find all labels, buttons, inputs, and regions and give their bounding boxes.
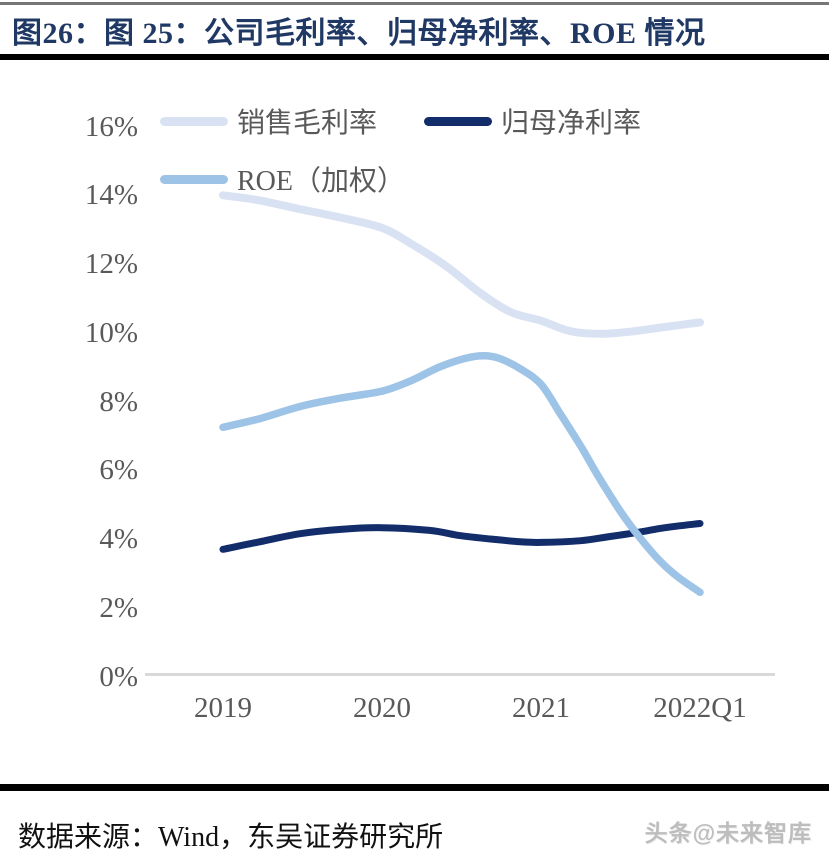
y-tick-label: 14% [84,179,138,212]
y-tick-label: 12% [84,248,138,280]
legend-item-gross-margin: 销售毛利率 [160,103,377,139]
legend-label-net-margin: 归母净利率 [501,108,642,139]
x-tick-label: 2020 [353,692,411,724]
title-divider [0,54,829,60]
data-source: 数据来源：Wind，东吴证券研究所 [18,822,444,853]
series-line-net-margin [219,520,704,553]
y-tick-label: 8% [99,385,138,418]
series-line-gross-margin [219,191,704,338]
y-tick-label: 0% [99,660,138,693]
legend-item-roe: ROE（加权） [160,161,405,197]
figure-title: 图26：图 25：公司毛利率、归母净利率、ROE 情况 [12,17,706,50]
x-tick-label: 2019 [194,692,252,724]
series-line-roe [219,352,704,597]
watermark: 头条@未来智库 [644,820,812,846]
y-tick-label: 10% [84,316,138,349]
legend-swatch-gross-margin [160,116,228,126]
y-tick-label: 2% [99,591,138,624]
x-tick-label: 2022Q1 [653,692,747,724]
legend-label-roe: ROE（加权） [237,166,406,197]
top-rule [0,2,829,5]
legend-swatch-roe [160,174,228,184]
x-axis-line [145,673,775,676]
legend-label-gross-margin: 销售毛利率 [237,108,378,139]
legend-swatch-net-margin [424,116,492,126]
x-tick-label: 2021 [512,692,570,724]
y-tick-label: 16% [84,110,138,143]
source-divider [0,784,829,791]
y-tick-label: 6% [99,454,138,487]
y-tick-label: 4% [99,523,138,555]
legend-item-net-margin: 归母净利率 [424,103,641,139]
